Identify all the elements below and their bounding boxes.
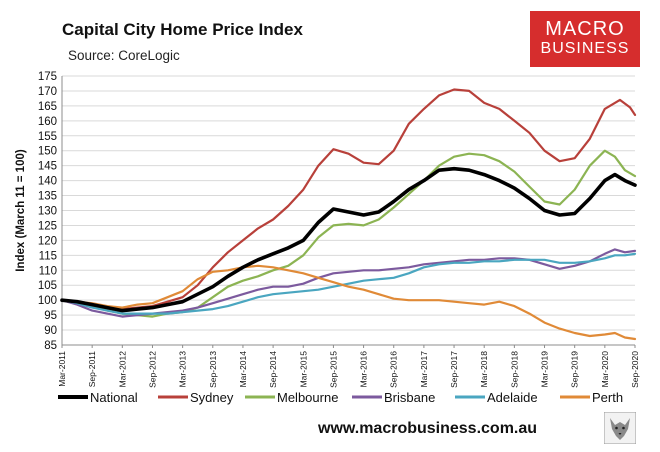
x-tick-label: Mar-2012 xyxy=(117,351,127,388)
y-tick-label: 110 xyxy=(39,265,57,277)
y-tick-label: 170 xyxy=(38,86,57,98)
x-tick-label: Mar-2013 xyxy=(178,351,188,388)
series-line-melbourne xyxy=(60,149,637,318)
x-tick-label: Mar-2019 xyxy=(540,351,550,388)
y-tick-label: 125 xyxy=(38,220,57,232)
x-tick-label: Sep-2018 xyxy=(509,351,519,388)
y-tick-label: 145 xyxy=(38,161,57,173)
y-tick-label: 175 xyxy=(38,71,57,83)
x-tick-label: Sep-2012 xyxy=(147,351,157,388)
y-tick-label: 165 xyxy=(38,101,57,113)
y-tick-label: 160 xyxy=(38,116,57,128)
y-tick-label: 105 xyxy=(38,280,57,292)
series-line-perth xyxy=(60,264,637,341)
legend-label-perth: Perth xyxy=(592,390,623,405)
x-tick-label: Mar-2015 xyxy=(298,351,308,388)
x-tick-label: Mar-2020 xyxy=(600,351,610,388)
x-tick-label: Sep-2013 xyxy=(208,351,218,388)
legend-label-sydney: Sydney xyxy=(190,390,234,405)
x-tick-label: Sep-2014 xyxy=(268,351,278,388)
y-tick-label: 150 xyxy=(38,146,57,158)
series-line-adelaide xyxy=(60,252,637,315)
wolf-icon xyxy=(604,412,636,444)
logo-line-1: MACRO xyxy=(545,18,625,40)
y-tick-label: 140 xyxy=(38,176,57,188)
series-line-sydney xyxy=(60,88,637,311)
x-tick-label: Mar-2018 xyxy=(479,351,489,388)
legend-label-melbourne: Melbourne xyxy=(277,390,338,405)
chart-source: Source: CoreLogic xyxy=(68,48,180,63)
y-tick-label: 130 xyxy=(38,206,57,218)
logo-line-2: BUSINESS xyxy=(540,40,630,57)
y-axis-label: Index (March 11 = 100) xyxy=(15,149,27,272)
y-tick-label: 100 xyxy=(38,295,57,307)
y-tick-label: 85 xyxy=(44,340,57,352)
x-tick-label: Sep-2015 xyxy=(328,351,338,388)
chart-title: Capital City Home Price Index xyxy=(62,20,303,39)
legend-label-adelaide: Adelaide xyxy=(487,390,538,405)
y-tick-label: 155 xyxy=(38,131,57,143)
x-tick-label: Sep-2011 xyxy=(87,351,97,388)
footer-url[interactable]: www.macrobusiness.com.au xyxy=(318,420,538,437)
y-tick-label: 135 xyxy=(38,191,57,203)
y-tick-label: 90 xyxy=(44,325,57,337)
y-tick-label: 95 xyxy=(44,310,57,322)
y-tick-label: 115 xyxy=(39,250,57,262)
x-tick-label: Mar-2014 xyxy=(238,351,248,388)
x-tick-label: Mar-2017 xyxy=(419,351,429,388)
legend-label-national: National xyxy=(90,390,138,405)
x-tick-label: Sep-2019 xyxy=(570,351,580,388)
x-tick-label: Mar-2011 xyxy=(57,351,67,387)
x-tick-label: Mar-2016 xyxy=(359,351,369,388)
macrobusiness-logo[interactable]: MACRO BUSINESS xyxy=(530,11,640,67)
x-tick-label: Sep-2020 xyxy=(630,351,640,388)
y-tick-label: 120 xyxy=(38,235,57,247)
legend-label-brisbane: Brisbane xyxy=(384,390,435,405)
x-tick-label: Sep-2017 xyxy=(449,351,459,388)
series-line-national xyxy=(60,166,637,313)
x-tick-label: Sep-2016 xyxy=(389,351,399,388)
